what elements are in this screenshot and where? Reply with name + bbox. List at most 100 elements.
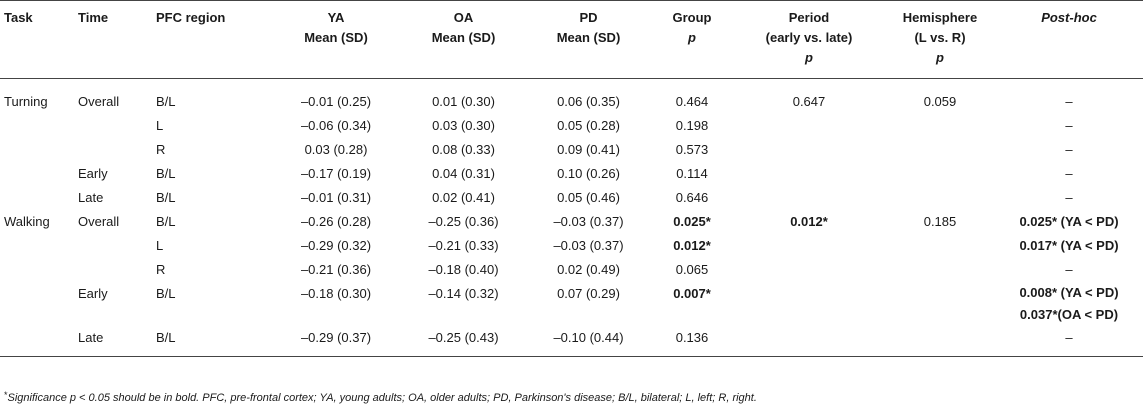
- cell-period: [733, 138, 885, 162]
- cell-hemi: [885, 162, 995, 186]
- table-row: Late B/L –0.01 (0.31) 0.02 (0.41) 0.05 (0.46…: [0, 186, 1143, 210]
- cell-time: [78, 114, 156, 138]
- cell-hemi: 0.059: [923, 94, 957, 109]
- posthoc-line: –: [1065, 94, 1073, 109]
- cell-ya: –0.21 (0.36): [300, 262, 372, 277]
- cell-task: [0, 258, 78, 282]
- table-row: Early B/L –0.17 (0.19) 0.04 (0.31) 0.10 (0.2…: [0, 162, 1143, 186]
- col-header-ya: YA Mean (SD): [271, 1, 401, 79]
- posthoc-line: –: [1065, 262, 1073, 277]
- cell-group: 0.114: [676, 166, 708, 181]
- cell-group: 0.646: [675, 190, 709, 205]
- cell-group: 0.198: [675, 118, 709, 133]
- posthoc-line-2: 0.037*(OA < PD): [1019, 307, 1119, 322]
- cell-time: Late: [78, 190, 104, 205]
- cell-region: B/L: [156, 330, 176, 345]
- cell-group: 0.136: [675, 330, 709, 345]
- cell-time: Early: [78, 286, 108, 301]
- col-header-ya-line1: YA: [327, 10, 345, 25]
- cell-pd: 0.06 (0.35): [557, 94, 620, 109]
- cell-oa: 0.02 (0.41): [432, 190, 495, 205]
- cell-ya: –0.29 (0.37): [300, 330, 372, 345]
- cell-region: B/L: [156, 166, 176, 181]
- cell-pd: –0.03 (0.37): [553, 214, 624, 229]
- col-header-ya-line2: Mean (SD): [304, 30, 368, 45]
- cell-ya: –0.06 (0.34): [300, 118, 372, 133]
- cell-task: [0, 282, 78, 326]
- cell-period: [733, 234, 885, 258]
- cell-period: 0.647: [792, 94, 826, 109]
- posthoc-line: 0.017* (YA < PD): [1019, 238, 1119, 253]
- table-row: Walking Overall B/L –0.26 (0.28) –0.25 (0.36…: [0, 210, 1143, 234]
- cell-pd: 0.05 (0.46): [557, 190, 620, 205]
- col-header-period-line3: p: [805, 50, 813, 65]
- cell-oa: 0.04 (0.31): [432, 166, 495, 181]
- cell-task: Walking: [4, 214, 50, 229]
- cell-posthoc: –: [995, 186, 1143, 210]
- cell-ya: 0.03 (0.28): [304, 142, 368, 157]
- posthoc-line: –: [1065, 330, 1073, 345]
- cell-group: 0.007*: [673, 286, 711, 301]
- col-header-hemisphere-line3: p: [936, 50, 944, 65]
- cell-group: 0.012*: [673, 238, 711, 253]
- col-header-task: Task: [4, 10, 33, 25]
- cell-time: [78, 258, 156, 282]
- cell-period: [733, 114, 885, 138]
- col-header-hemisphere-line2: (L vs. R): [914, 30, 966, 45]
- cell-posthoc: –: [995, 138, 1143, 162]
- cell-region: B/L: [156, 286, 176, 301]
- cell-time: Overall: [78, 214, 120, 229]
- cell-posthoc: 0.017* (YA < PD): [995, 234, 1143, 258]
- cell-pd: 0.05 (0.28): [557, 118, 620, 133]
- cell-posthoc: –: [995, 258, 1143, 282]
- posthoc-line: –: [1065, 142, 1073, 157]
- cell-group: 0.573: [675, 142, 709, 157]
- cell-oa: –0.21 (0.33): [428, 238, 499, 253]
- cell-oa: 0.01 (0.30): [432, 94, 495, 109]
- cell-oa: 0.03 (0.30): [432, 118, 495, 133]
- cell-hemi: [885, 114, 995, 138]
- cell-posthoc: 0.025* (YA < PD): [995, 210, 1143, 234]
- cell-group: 0.065: [675, 262, 709, 277]
- col-header-group-line1: Group: [672, 10, 712, 25]
- cell-pd: 0.09 (0.41): [557, 142, 620, 157]
- cell-task: Turning: [4, 94, 48, 109]
- cell-hemi: [885, 186, 995, 210]
- cell-oa: –0.14 (0.32): [428, 286, 499, 301]
- cell-period: [733, 326, 885, 357]
- cell-period: [733, 162, 885, 186]
- cell-ya: –0.17 (0.19): [300, 166, 372, 181]
- cell-time: Early: [78, 166, 108, 181]
- cell-region: B/L: [156, 190, 176, 205]
- table-row: Late B/L –0.29 (0.37) –0.25 (0.43) –0.10 (0.…: [0, 326, 1143, 357]
- posthoc-line: –: [1065, 166, 1073, 181]
- cell-task: [0, 114, 78, 138]
- cell-region: R: [156, 142, 166, 157]
- header-row: Task Time PFC region YA Mean (SD) OA Mea…: [0, 0, 1143, 79]
- col-header-pd-line2: Mean (SD): [556, 30, 621, 45]
- cell-posthoc: –: [995, 114, 1143, 138]
- col-header-time: Time: [78, 10, 109, 25]
- cell-period: 0.012*: [790, 214, 828, 229]
- cell-pd: –0.03 (0.37): [553, 238, 624, 253]
- cell-hemi: 0.185: [923, 214, 957, 229]
- cell-pd: 0.02 (0.49): [557, 262, 620, 277]
- cell-group: 0.025*: [673, 214, 711, 229]
- cell-pd: 0.07 (0.29): [557, 286, 620, 301]
- col-header-pd: PD Mean (SD): [526, 1, 651, 79]
- cell-region: R: [156, 262, 166, 277]
- cell-task: [0, 138, 78, 162]
- col-header-oa-line1: OA: [453, 10, 474, 25]
- table-row: R 0.03 (0.28) 0.08 (0.33) 0.09 (0.41) 0.573 –: [0, 138, 1143, 162]
- cell-period: [733, 282, 885, 326]
- table-row: L –0.29 (0.32) –0.21 (0.33) –0.03 (0.37) 0.0…: [0, 234, 1143, 258]
- col-header-region: PFC region: [156, 10, 226, 25]
- cell-oa: –0.25 (0.43): [428, 330, 499, 345]
- cell-ya: –0.26 (0.28): [300, 214, 372, 229]
- col-header-group: Group p: [651, 1, 733, 79]
- cell-period: [733, 186, 885, 210]
- col-header-period-line1: Period: [788, 10, 830, 25]
- cell-region: B/L: [156, 94, 176, 109]
- table-body: Turning Overall B/L –0.01 (0.25) 0.01 (0.30)…: [0, 79, 1143, 357]
